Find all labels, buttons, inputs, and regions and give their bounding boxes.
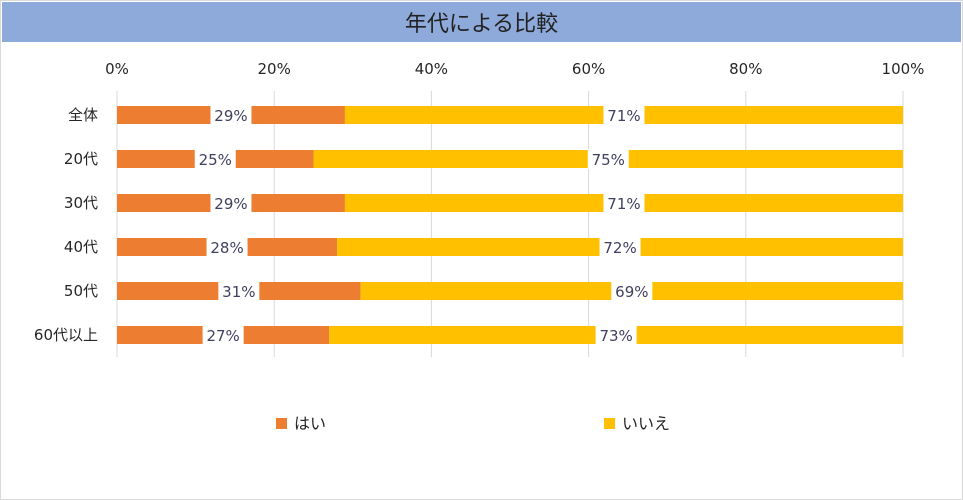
- data-label: 25%: [199, 151, 232, 169]
- legend-label: いいえ: [622, 414, 670, 433]
- chart-title: 年代による比較: [404, 12, 559, 37]
- data-label: 27%: [206, 327, 239, 345]
- category-label: 40代: [64, 238, 98, 256]
- x-tick-label: 100%: [882, 60, 925, 78]
- legend-swatch: [604, 418, 615, 429]
- data-label-bg: [603, 193, 645, 213]
- category-label: 60代以上: [34, 326, 98, 344]
- data-label: 29%: [214, 195, 247, 213]
- category-label: 20代: [64, 150, 98, 168]
- category-label: 30代: [64, 194, 98, 212]
- data-label-bg: [587, 149, 629, 169]
- data-label-bg: [206, 237, 248, 257]
- data-label: 73%: [599, 327, 632, 345]
- data-label: 29%: [214, 107, 247, 125]
- data-label: 72%: [603, 239, 636, 257]
- data-label: 71%: [607, 107, 640, 125]
- chart-title-bar: 年代による比較: [2, 2, 961, 42]
- data-label-bg: [599, 237, 641, 257]
- data-label-bg: [218, 281, 260, 301]
- x-tick-label: 40%: [415, 60, 448, 78]
- category-label: 全体: [68, 106, 98, 124]
- data-label-bg: [611, 281, 653, 301]
- legend-label: はい: [294, 414, 326, 433]
- legend-swatch: [276, 418, 287, 429]
- x-tick-label: 80%: [729, 60, 762, 78]
- data-label-bg: [194, 149, 236, 169]
- data-label-bg: [210, 193, 252, 213]
- x-tick-label: 60%: [572, 60, 605, 78]
- x-tick-label: 20%: [258, 60, 291, 78]
- data-label-bg: [595, 325, 637, 345]
- data-label-bg: [202, 325, 244, 345]
- x-tick-label: 0%: [105, 60, 129, 78]
- category-label: 50代: [64, 282, 98, 300]
- data-label: 69%: [615, 283, 648, 301]
- data-label: 71%: [607, 195, 640, 213]
- data-label-bg: [603, 105, 645, 125]
- data-label: 31%: [222, 283, 255, 301]
- data-label: 75%: [592, 151, 625, 169]
- data-label-bg: [210, 105, 252, 125]
- data-label: 28%: [210, 239, 243, 257]
